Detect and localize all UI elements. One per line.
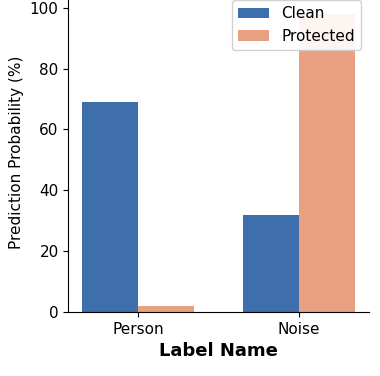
Bar bbox=[299, 14, 355, 312]
Bar bbox=[138, 306, 195, 312]
Y-axis label: Prediction Probability (%): Prediction Probability (%) bbox=[9, 56, 24, 249]
Bar bbox=[82, 102, 138, 312]
Bar bbox=[242, 215, 299, 312]
X-axis label: Label Name: Label Name bbox=[159, 343, 278, 360]
Legend: Clean, Protected: Clean, Protected bbox=[232, 0, 361, 50]
